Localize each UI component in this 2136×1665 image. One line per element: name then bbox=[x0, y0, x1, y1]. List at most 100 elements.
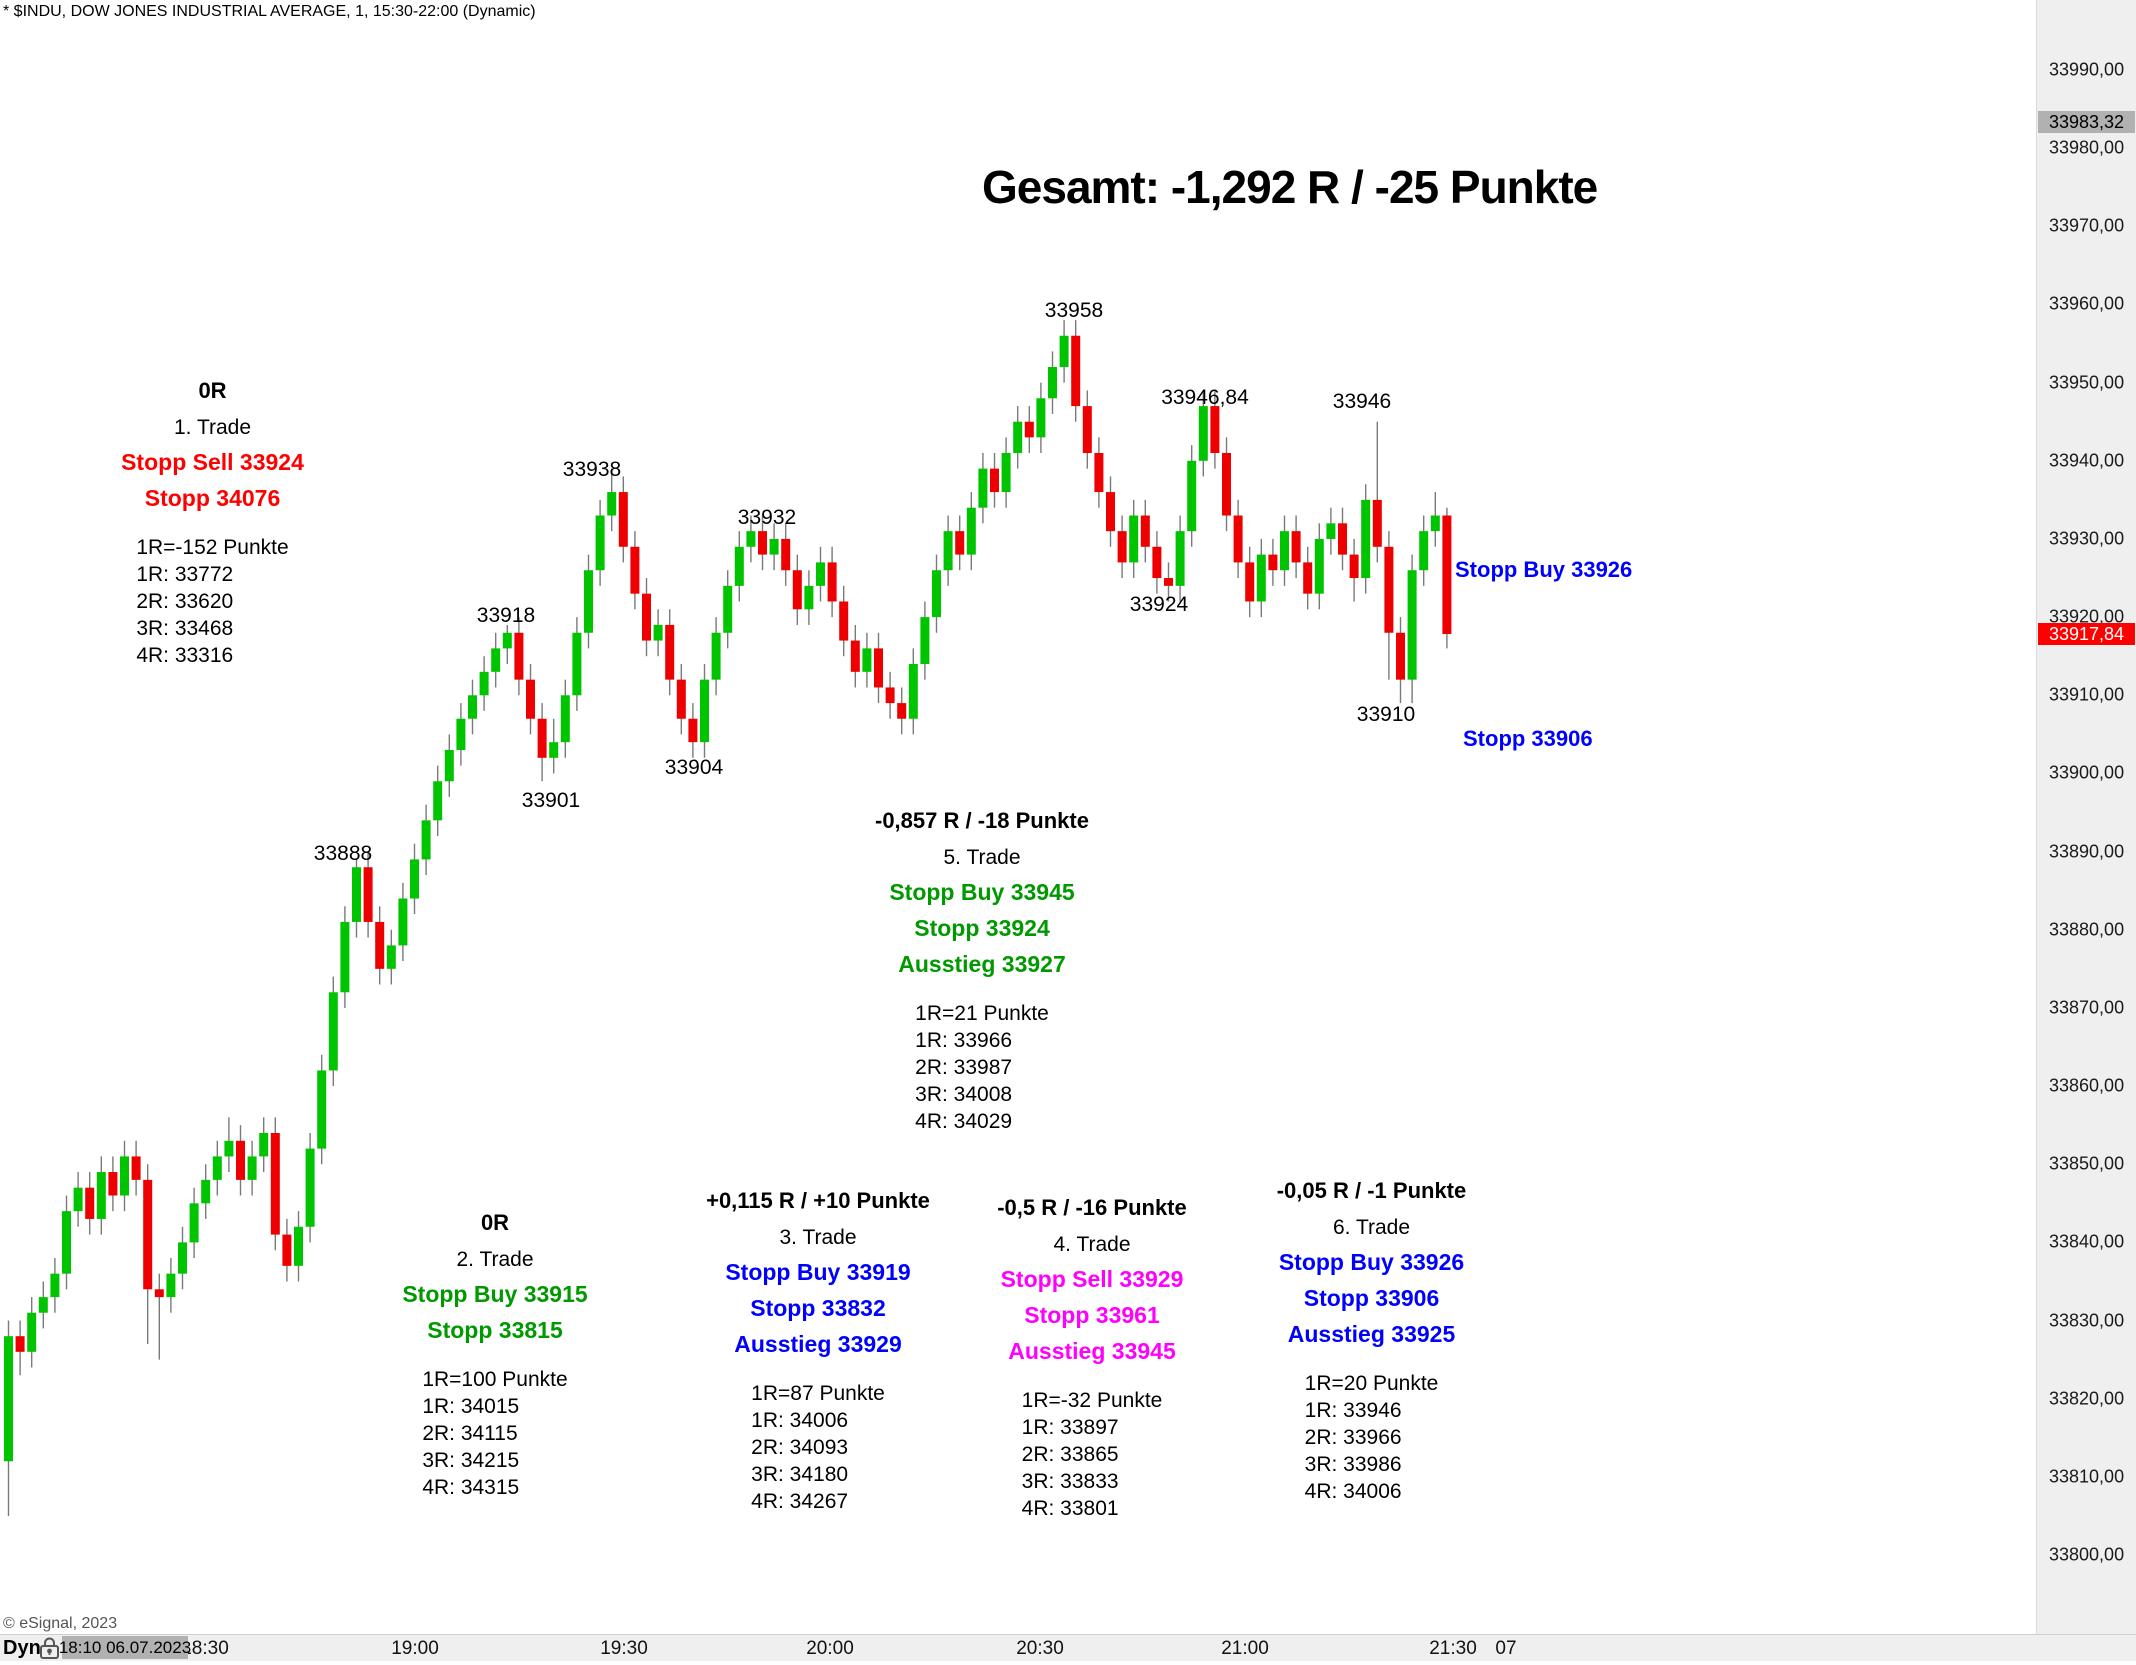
candle-up bbox=[862, 648, 872, 672]
trade-number: 2. Trade bbox=[456, 1248, 534, 1271]
trade-result: -0,5 R / -16 Punkte bbox=[997, 1195, 1187, 1220]
price-axis[interactable]: 33800,00 33810,00 33820,00 33830,00 33840,00… bbox=[2036, 0, 2136, 1660]
swing-price-label: 33901 bbox=[521, 789, 581, 812]
candle-down bbox=[143, 1179, 153, 1290]
candle-down bbox=[375, 921, 385, 969]
trade-stop-line: Stopp Sell 33929 bbox=[1000, 1266, 1184, 1292]
trade-stop-line: Stopp 33815 bbox=[427, 1317, 563, 1343]
risk-line: 1R: 33897 bbox=[1021, 1416, 1119, 1439]
candle-up bbox=[247, 1156, 257, 1180]
candle-up bbox=[1314, 538, 1324, 594]
candle-down bbox=[897, 703, 907, 719]
candle-up bbox=[572, 632, 582, 696]
candle-up bbox=[502, 632, 512, 649]
candle-up bbox=[653, 624, 663, 641]
time-axis[interactable]: Dyn 18:10 06.07.2023 18:30 19:00 19:30 20:0… bbox=[0, 1634, 2136, 1661]
trade-block-4: -0,5 R / -16 Punkte 4. Trade Stopp Sell 33… bbox=[962, 1195, 1222, 1522]
trade-stop-line: Stopp 33924 bbox=[914, 915, 1050, 941]
candle-up bbox=[201, 1179, 211, 1204]
candle-up bbox=[96, 1172, 106, 1219]
swing-price-label: 33888 bbox=[313, 842, 373, 865]
candle-up bbox=[734, 546, 744, 586]
risk-line: 2R: 33865 bbox=[1021, 1443, 1119, 1466]
swing-price-label: 33946,84 bbox=[1161, 386, 1249, 409]
trade-result: -0,857 R / -18 Punkte bbox=[875, 808, 1089, 833]
chart-plot-area[interactable]: Gesamt: -1,292 R / -25 Punkte 33888 33901… bbox=[0, 0, 2036, 1614]
price-tick-label: 33900,00 bbox=[2049, 762, 2125, 783]
candle-up bbox=[1361, 499, 1371, 579]
trade-risk-lines: 1R=100 Punkte 1R: 34015 2R: 34115 3R: 34215… bbox=[422, 1366, 567, 1501]
candle-up bbox=[1198, 406, 1208, 461]
candle-up bbox=[1419, 531, 1429, 571]
candle-up bbox=[549, 742, 559, 758]
candle-up bbox=[27, 1312, 37, 1352]
risk-line: 3R: 34180 bbox=[751, 1463, 849, 1486]
candle-down bbox=[526, 679, 535, 719]
risk-line: 1R: 33772 bbox=[136, 563, 234, 586]
candle-down bbox=[270, 1132, 280, 1235]
trade-block-5: -0,857 R / -18 Punkte 5. Trade Stopp Buy 3… bbox=[842, 808, 1122, 1135]
price-tick-label: 33910,00 bbox=[2049, 684, 2125, 705]
price-tick-label: 33800,00 bbox=[2049, 1544, 2125, 1565]
trade-result: +0,115 R / +10 Punkte bbox=[706, 1188, 930, 1213]
risk-line: 1R: 34006 bbox=[751, 1409, 849, 1432]
summary-title: Gesamt: -1,292 R / -25 Punkte bbox=[982, 161, 1598, 213]
risk-line: 2R: 34093 bbox=[751, 1436, 849, 1459]
trade-stop-line: Ausstieg 33945 bbox=[1008, 1338, 1176, 1364]
candle-up bbox=[700, 679, 709, 743]
trade-stop-line: Ausstieg 33929 bbox=[734, 1331, 902, 1357]
candle-up bbox=[491, 648, 501, 672]
candle-down bbox=[676, 679, 686, 719]
price-tick-label: 33890,00 bbox=[2049, 841, 2125, 862]
candle-up bbox=[723, 585, 733, 633]
candle-down bbox=[363, 867, 373, 922]
swing-price-label: 33932 bbox=[737, 506, 797, 529]
candle-up bbox=[1048, 367, 1057, 399]
swing-price-label: 33958 bbox=[1044, 299, 1104, 322]
risk-line: 2R: 33987 bbox=[915, 1056, 1013, 1079]
candle-up bbox=[120, 1156, 129, 1196]
candle-up bbox=[456, 718, 466, 750]
risk-line: 1R: 34015 bbox=[422, 1395, 520, 1418]
risk-line: 4R: 34315 bbox=[422, 1476, 520, 1499]
stop-price-label: Stopp Buy 33926 bbox=[1455, 557, 1633, 582]
candle-up bbox=[386, 945, 396, 969]
time-tick-label: 21:00 bbox=[1221, 1638, 1269, 1659]
candle-up bbox=[479, 671, 489, 696]
risk-line: 4R: 34029 bbox=[915, 1110, 1013, 1133]
candle-up bbox=[908, 664, 918, 719]
candle-up bbox=[259, 1132, 269, 1157]
swing-price-label: 33904 bbox=[664, 756, 724, 779]
risk-line: 2R: 33966 bbox=[1304, 1426, 1402, 1449]
candle-up bbox=[317, 1070, 327, 1149]
candle-up bbox=[166, 1273, 176, 1298]
trade-result: 0R bbox=[198, 378, 227, 403]
price-tick-label: 33920,00 bbox=[2049, 606, 2125, 627]
candle-up bbox=[421, 820, 431, 860]
candle-up bbox=[4, 1336, 13, 1462]
price-tick-label: 33870,00 bbox=[2049, 997, 2125, 1018]
price-tick-label: 33880,00 bbox=[2049, 919, 2125, 940]
trade-block-1: 0R 1. Trade Stopp Sell 33924 Stopp 34076 1R=… bbox=[100, 378, 325, 669]
candle-up bbox=[769, 538, 779, 555]
trade-block-6: -0,05 R / -1 Punkte 6. Trade Stopp Buy 339… bbox=[1244, 1178, 1499, 1505]
price-tick-label: 33940,00 bbox=[2049, 450, 2125, 471]
candle-down bbox=[1268, 554, 1278, 571]
time-tick-label: 20:00 bbox=[806, 1638, 854, 1659]
trade-stop-line: Stopp Buy 33945 bbox=[889, 879, 1075, 905]
candle-down bbox=[1140, 515, 1150, 547]
candle-down bbox=[1222, 452, 1231, 516]
price-tick-label: 34000,00 bbox=[2049, 0, 2124, 2]
risk-line: 2R: 34115 bbox=[422, 1422, 518, 1445]
risk-line: 3R: 34215 bbox=[422, 1449, 520, 1472]
candle-down bbox=[850, 640, 860, 672]
dyn-mode-button[interactable]: Dyn bbox=[3, 1637, 41, 1659]
lock-icon[interactable] bbox=[37, 1635, 62, 1665]
trade-risk-lines: 1R=21 Punkte 1R: 33966 2R: 33987 3R: 34008 4… bbox=[915, 1000, 1049, 1135]
candle-up bbox=[178, 1242, 187, 1274]
candle-down bbox=[688, 718, 698, 743]
candle-down bbox=[1094, 452, 1104, 493]
candlestick-series bbox=[4, 320, 1452, 1516]
candle-down bbox=[874, 648, 883, 688]
trade-number: 6. Trade bbox=[1332, 1216, 1411, 1239]
